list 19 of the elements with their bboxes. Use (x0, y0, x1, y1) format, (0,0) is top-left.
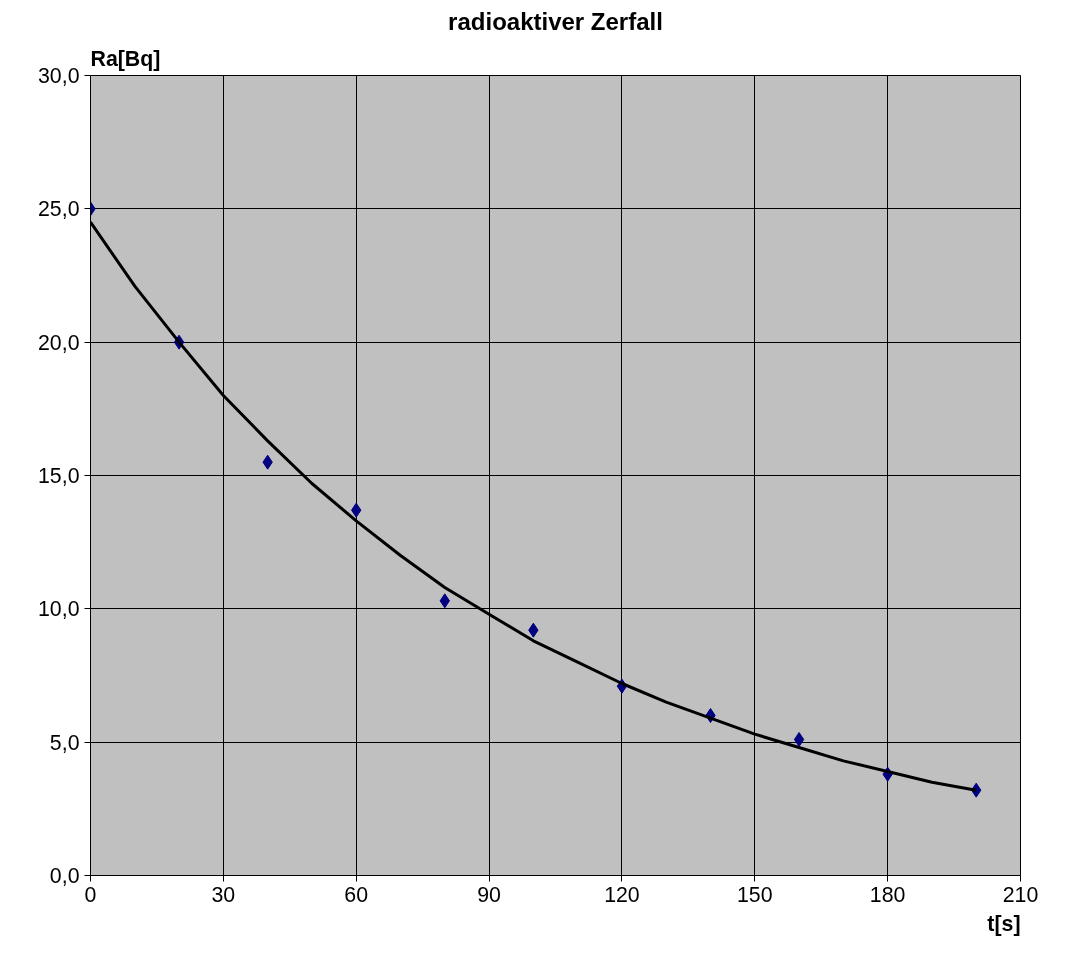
y-axis-title: Ra[Bq] (90, 46, 161, 71)
y-tick-label: 5,0 (49, 730, 80, 755)
y-tick-label: 15,0 (37, 464, 80, 488)
x-tick-label: 180 (869, 882, 906, 907)
x-axis-title: t[s] (987, 911, 1021, 936)
x-tick-label: 0 (84, 882, 97, 907)
x-tick-label: 60 (344, 882, 369, 907)
y-tick-label: 30,0 (37, 64, 80, 88)
point (793, 732, 805, 747)
x-tick-label: 210 (1002, 882, 1039, 907)
chart-title: radioaktiver Zerfall (448, 7, 663, 35)
x-tick-label: 90 (477, 882, 502, 907)
y-tick-label: 20,0 (37, 330, 80, 355)
y-tick-label: 10,0 (37, 597, 80, 622)
y-tick-label: 25,0 (37, 197, 80, 222)
x-tick-label: 120 (604, 882, 640, 907)
x-tick-label: 30 (211, 882, 236, 907)
x-tick-label: 150 (736, 882, 773, 907)
y-tick-label: 0,0 (49, 864, 80, 888)
